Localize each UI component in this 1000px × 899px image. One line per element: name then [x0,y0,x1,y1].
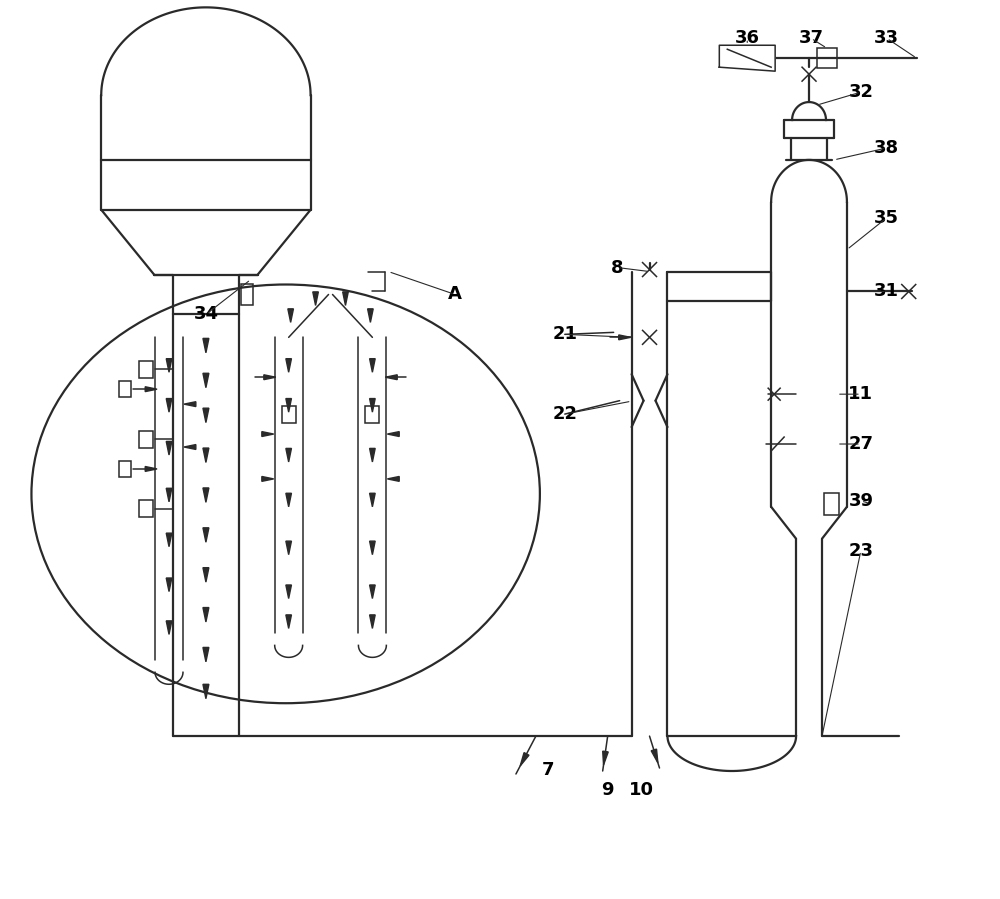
Text: A: A [448,286,462,304]
Polygon shape [166,533,172,547]
Text: 23: 23 [848,542,873,560]
Polygon shape [166,578,172,592]
Polygon shape [286,541,291,555]
Polygon shape [370,494,375,507]
Polygon shape [203,608,209,622]
Polygon shape [370,398,375,412]
Polygon shape [387,432,399,437]
Bar [119,381,131,397]
Text: 8: 8 [611,259,624,277]
Text: 37: 37 [799,30,824,48]
Polygon shape [286,398,291,412]
Text: 11: 11 [848,385,873,403]
Text: 32: 32 [848,83,873,101]
Text: 35: 35 [874,209,899,227]
Polygon shape [286,615,291,628]
Polygon shape [368,309,373,323]
Polygon shape [166,359,172,372]
Text: 34: 34 [193,306,218,324]
Polygon shape [203,408,209,423]
Polygon shape [203,373,209,387]
Polygon shape [184,402,196,406]
Polygon shape [286,359,291,372]
Polygon shape [370,359,375,372]
Polygon shape [203,448,209,462]
Polygon shape [286,494,291,507]
Polygon shape [203,528,209,542]
Polygon shape [603,752,608,765]
Polygon shape [166,398,172,412]
Polygon shape [370,585,375,599]
Text: 31: 31 [874,282,899,300]
Text: 39: 39 [848,492,873,510]
Bar [282,405,296,423]
Polygon shape [264,375,276,379]
Polygon shape [203,647,209,662]
Polygon shape [166,441,172,455]
Polygon shape [286,449,291,462]
Polygon shape [370,615,375,628]
Polygon shape [651,749,658,763]
Polygon shape [262,432,274,437]
Polygon shape [145,467,157,471]
Text: 21: 21 [552,325,577,343]
Polygon shape [385,375,397,379]
Text: 9: 9 [601,781,614,799]
Polygon shape [203,488,209,503]
Polygon shape [370,541,375,555]
Text: 7: 7 [542,761,554,779]
Bar [119,461,131,476]
Polygon shape [520,752,529,766]
Polygon shape [288,309,293,323]
Bar [139,360,153,378]
Bar [817,49,837,68]
Text: 36: 36 [735,30,760,48]
Polygon shape [619,335,631,340]
Polygon shape [166,621,172,635]
Text: 10: 10 [629,781,654,799]
Polygon shape [370,449,375,462]
Bar [139,431,153,448]
Text: 38: 38 [874,139,899,157]
Bar [241,283,253,306]
Polygon shape [343,292,348,306]
Polygon shape [203,567,209,582]
Text: 27: 27 [848,435,873,453]
Polygon shape [203,338,209,352]
Polygon shape [145,387,157,392]
Polygon shape [313,292,318,306]
Bar [365,405,379,423]
Text: 33: 33 [874,30,899,48]
Polygon shape [719,45,775,71]
Polygon shape [166,488,172,502]
Text: 22: 22 [552,405,577,423]
Polygon shape [203,684,209,699]
Polygon shape [184,445,196,450]
Polygon shape [286,585,291,599]
Polygon shape [262,476,274,481]
Bar [824,493,839,515]
Polygon shape [387,476,399,481]
Bar [139,501,153,517]
